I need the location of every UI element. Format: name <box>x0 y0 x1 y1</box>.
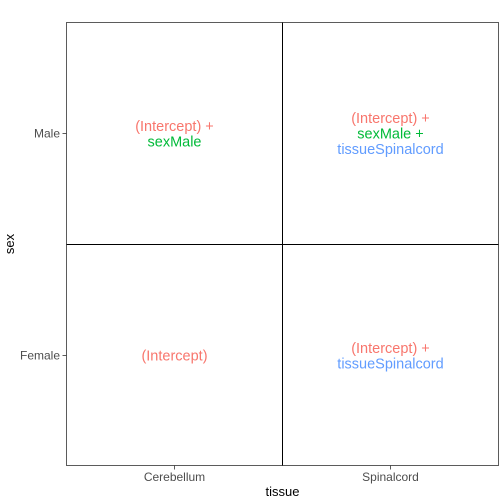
term-sexMale: sexMale <box>148 134 202 150</box>
cell-spinalcord-female: (Intercept) +tissueSpinalcord <box>337 341 443 373</box>
term-intercept: (Intercept) + <box>351 341 430 357</box>
cell-labels: (Intercept) +sexMale(Intercept) +sexMale… <box>135 111 443 372</box>
y-axis-title: sex <box>2 233 17 254</box>
cell-spinalcord-male: (Intercept) +sexMale +tissueSpinalcord <box>337 111 443 158</box>
y-tick-label-male: Male <box>34 127 60 141</box>
term-sexMale: sexMale + <box>357 127 424 143</box>
y-tick-label-female: Female <box>20 349 60 363</box>
x-axis-title: tissue <box>266 484 300 499</box>
term-tissueSpinalcord: tissueSpinalcord <box>337 356 443 372</box>
x-tick-label-spinalcord: Spinalcord <box>362 470 419 484</box>
cell-cerebellum-male: (Intercept) +sexMale <box>135 119 214 151</box>
term-intercept: (Intercept) + <box>135 119 214 135</box>
term-intercept: (Intercept) + <box>351 111 430 127</box>
cell-cerebellum-female: (Intercept) <box>141 349 207 365</box>
term-tissueSpinalcord: tissueSpinalcord <box>337 142 443 158</box>
term-intercept: (Intercept) <box>141 349 207 365</box>
x-tick-label-cerebellum: Cerebellum <box>144 470 205 484</box>
